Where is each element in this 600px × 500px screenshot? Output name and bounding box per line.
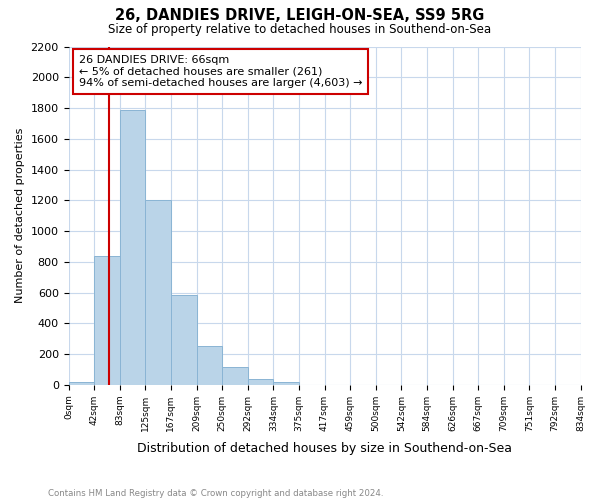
Text: Size of property relative to detached houses in Southend-on-Sea: Size of property relative to detached ho… — [109, 22, 491, 36]
Bar — [94, 256, 120, 385]
Bar — [171, 295, 197, 385]
X-axis label: Distribution of detached houses by size in Southend-on-Sea: Distribution of detached houses by size … — [137, 442, 512, 455]
Text: 26, DANDIES DRIVE, LEIGH-ON-SEA, SS9 5RG: 26, DANDIES DRIVE, LEIGH-ON-SEA, SS9 5RG — [115, 8, 485, 22]
Bar — [120, 110, 145, 385]
Text: Contains HM Land Registry data © Crown copyright and database right 2024.: Contains HM Land Registry data © Crown c… — [48, 488, 383, 498]
Bar — [222, 367, 248, 385]
Bar — [68, 382, 94, 385]
Y-axis label: Number of detached properties: Number of detached properties — [15, 128, 25, 304]
Text: 26 DANDIES DRIVE: 66sqm
← 5% of detached houses are smaller (261)
94% of semi-de: 26 DANDIES DRIVE: 66sqm ← 5% of detached… — [79, 55, 362, 88]
Bar — [145, 200, 171, 385]
Bar — [274, 382, 299, 385]
Bar — [248, 380, 274, 385]
Bar — [197, 346, 222, 385]
